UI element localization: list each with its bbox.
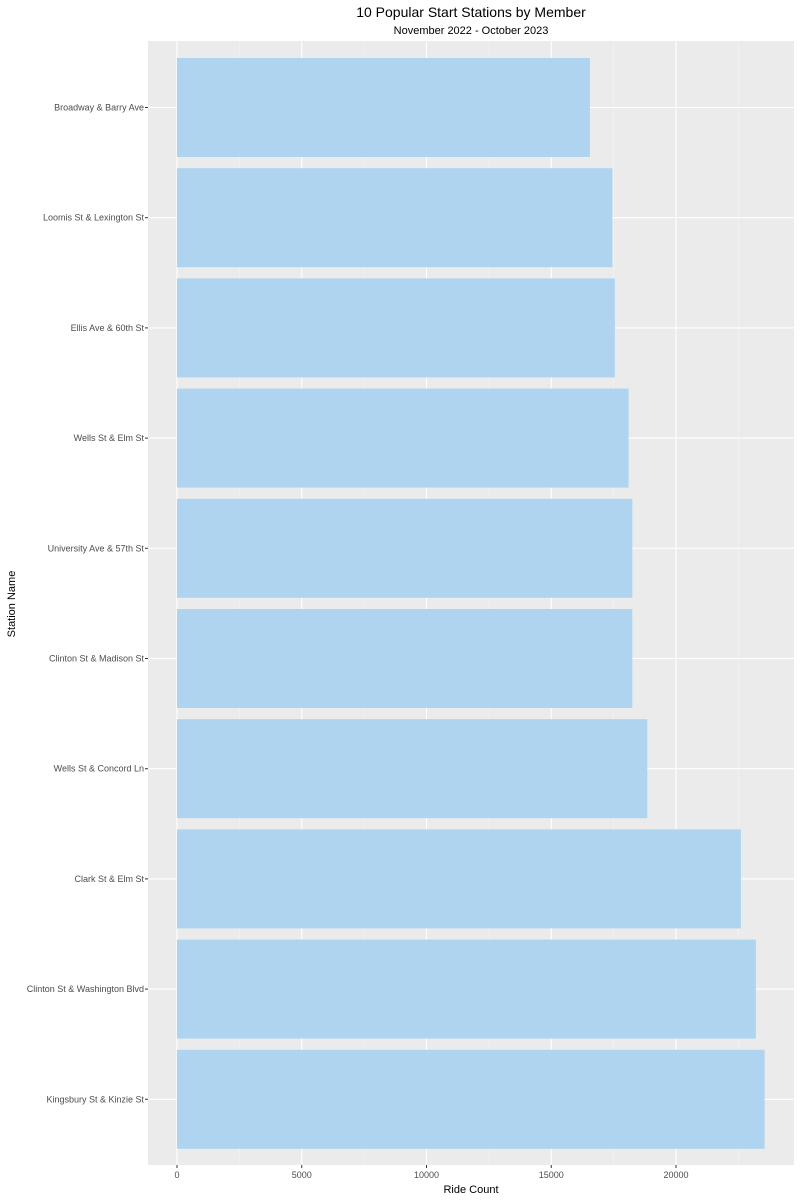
- bar: [177, 719, 648, 819]
- x-tick-label: 15000: [539, 1170, 564, 1180]
- y-tick-label: Loomis St & Lexington St: [43, 213, 145, 223]
- y-tick-label: Clinton St & Madison St: [49, 654, 145, 664]
- y-tick-label: Wells St & Concord Ln: [54, 764, 144, 774]
- y-tick-label: Kingsbury St & Kinzie St: [46, 1094, 144, 1104]
- y-tick-label: Wells St & Elm St: [74, 433, 145, 443]
- bar: [177, 388, 629, 488]
- x-axis-title: Ride Count: [443, 1184, 498, 1196]
- bar: [177, 58, 590, 157]
- bar: [177, 829, 741, 929]
- y-axis-title: Station Name: [6, 571, 18, 638]
- bar: [177, 939, 756, 1039]
- y-tick-label: Clinton St & Washington Blvd: [27, 984, 144, 994]
- bar: [177, 498, 633, 598]
- x-tick-label: 5000: [292, 1170, 312, 1180]
- chart-title: 10 Popular Start Stations by Member: [356, 4, 586, 20]
- x-tick-label: 0: [174, 1170, 179, 1180]
- bar: [177, 1049, 765, 1149]
- plot-area: Broadway & Barry Ave Loomis St & Lexingto…: [27, 41, 794, 1180]
- y-tick-label: University Ave & 57th St: [48, 543, 145, 553]
- y-tick-label: Ellis Ave & 60th St: [71, 323, 145, 333]
- bar: [177, 278, 615, 378]
- bar: [177, 609, 633, 708]
- y-tick-label: Broadway & Barry Ave: [54, 103, 144, 113]
- bar: [177, 168, 613, 268]
- y-tick-label: Clark St & Elm St: [74, 874, 144, 884]
- x-tick-label: 20000: [663, 1170, 688, 1180]
- chart-subtitle: November 2022 - October 2023: [394, 25, 549, 37]
- x-tick-label: 10000: [414, 1170, 439, 1180]
